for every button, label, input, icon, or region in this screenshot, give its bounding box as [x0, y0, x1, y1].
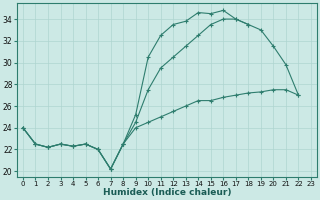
X-axis label: Humidex (Indice chaleur): Humidex (Indice chaleur) — [103, 188, 231, 197]
